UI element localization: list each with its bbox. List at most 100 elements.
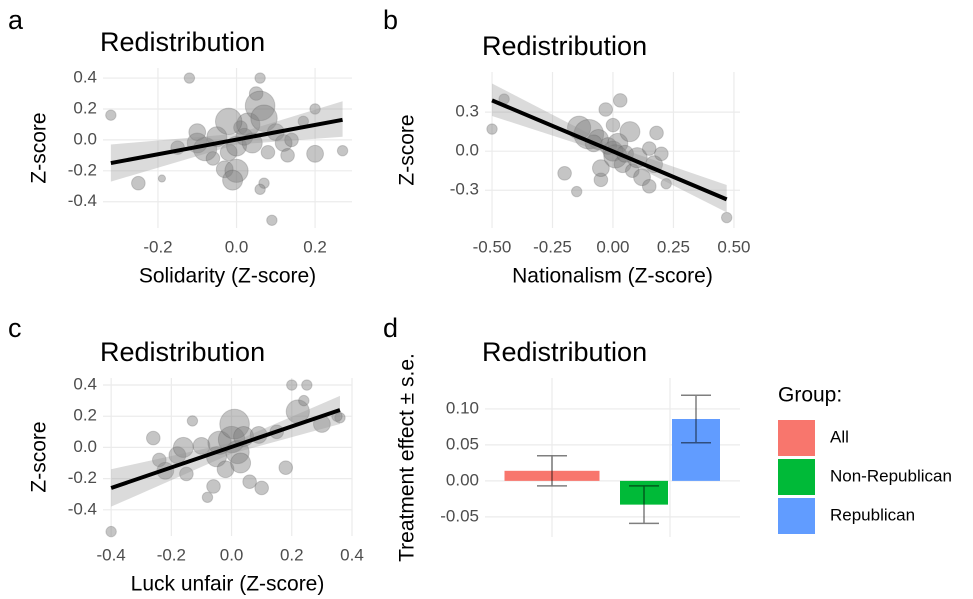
- point: [216, 460, 235, 479]
- y-axis-title: Z-score: [28, 112, 51, 183]
- point: [593, 172, 609, 188]
- point: [641, 141, 657, 156]
- point: [612, 93, 628, 108]
- point: [254, 480, 269, 496]
- point: [570, 185, 583, 198]
- point: [274, 134, 293, 152]
- y-axis-title: Treatment effect ± s.e.: [396, 353, 419, 562]
- y-axis-title: Z-score: [28, 421, 51, 492]
- legend-label: Republican: [830, 505, 915, 524]
- point: [336, 145, 349, 157]
- point: [720, 211, 733, 224]
- point: [179, 466, 194, 482]
- x-tick-label: -0.2: [143, 237, 172, 256]
- panel-label: a: [8, 5, 24, 35]
- point: [201, 491, 214, 504]
- point: [248, 86, 264, 101]
- point: [649, 125, 664, 141]
- point: [334, 412, 346, 424]
- point: [625, 163, 640, 179]
- point: [633, 168, 651, 187]
- point: [266, 214, 278, 226]
- point: [641, 179, 657, 194]
- y-tick-label: -0.3: [450, 180, 479, 199]
- point: [250, 104, 278, 132]
- y-tick-label: 0.0: [455, 141, 479, 160]
- point: [206, 479, 221, 494]
- y-tick-label: 0.10: [446, 398, 479, 417]
- y-axis-title: Z-score: [396, 114, 419, 185]
- legend-title: Group:: [778, 384, 842, 407]
- x-axis-title: Solidarity (Z-score): [139, 265, 316, 288]
- error-bar: [629, 485, 659, 525]
- chart-title: Redistribution: [482, 337, 647, 367]
- point: [214, 107, 243, 136]
- point: [145, 430, 161, 446]
- point: [172, 436, 194, 458]
- y-tick-label: 0.4: [73, 68, 97, 87]
- point: [219, 143, 238, 162]
- legend-label: All: [830, 427, 849, 446]
- point: [222, 169, 244, 191]
- point: [152, 452, 167, 468]
- legend-swatch: [778, 459, 815, 495]
- point: [224, 158, 249, 183]
- y-tick-label: -0.05: [440, 506, 479, 525]
- x-tick-label: 0.0: [225, 237, 249, 256]
- point: [619, 121, 641, 143]
- x-tick-label: 0.25: [657, 237, 690, 256]
- chart-title: Redistribution: [100, 27, 265, 57]
- y-tick-label: -0.4: [68, 499, 97, 518]
- point: [591, 159, 610, 178]
- legend-swatch: [778, 420, 815, 456]
- y-tick-label: 0.00: [446, 470, 479, 489]
- y-tick-label: -0.4: [68, 191, 97, 210]
- point: [105, 525, 117, 538]
- point: [306, 144, 324, 163]
- point: [286, 379, 298, 391]
- point: [660, 178, 672, 190]
- point: [192, 436, 211, 455]
- point: [258, 177, 270, 189]
- y-tick-label: 0.2: [73, 406, 97, 425]
- point: [654, 146, 669, 162]
- y-tick-label: 0.0: [73, 437, 97, 456]
- point: [486, 123, 498, 135]
- point: [598, 102, 614, 117]
- x-tick-label: 0.2: [280, 545, 304, 564]
- point: [244, 90, 276, 122]
- y-tick-label: -0.2: [68, 468, 97, 487]
- y-tick-label: 0.4: [73, 375, 97, 394]
- point: [301, 379, 313, 391]
- x-tick-label: 0.2: [303, 237, 327, 256]
- y-tick-label: -0.2: [68, 160, 97, 179]
- x-tick-label: -0.4: [96, 545, 125, 564]
- point: [233, 120, 248, 135]
- x-tick-label: 0.0: [220, 545, 244, 564]
- point: [298, 394, 310, 407]
- panel-label: c: [8, 313, 22, 343]
- legend-swatch: [778, 498, 815, 534]
- y-tick-label: 0.0: [73, 129, 97, 148]
- point: [284, 132, 299, 148]
- point: [254, 72, 266, 84]
- fit-line: [491, 98, 728, 202]
- y-tick-label: 0.2: [73, 98, 97, 117]
- point: [219, 408, 250, 440]
- confidence-band: [111, 395, 340, 507]
- point: [309, 103, 321, 115]
- point: [157, 174, 167, 183]
- x-tick-label: 0.50: [717, 237, 750, 256]
- x-axis-title: Nationalism (Z-score): [512, 265, 713, 288]
- point: [280, 148, 295, 163]
- error-bar: [537, 454, 567, 487]
- x-tick-label: 0.4: [340, 545, 364, 564]
- point: [605, 117, 621, 133]
- point: [260, 144, 276, 160]
- point: [188, 123, 207, 142]
- chart-title: Redistribution: [482, 31, 647, 61]
- error-bar: [681, 394, 711, 444]
- x-axis-title: Luck unfair (Z-score): [131, 573, 325, 596]
- point: [230, 452, 252, 474]
- x-tick-label: -0.2: [157, 545, 186, 564]
